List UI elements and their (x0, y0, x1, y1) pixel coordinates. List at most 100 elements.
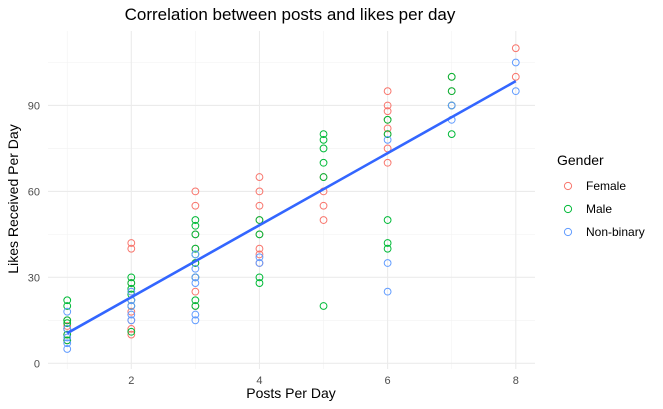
data-point-male (191, 302, 200, 310)
data-point-non-binary (383, 135, 392, 144)
data-point-male (319, 130, 328, 139)
data-point-female (255, 173, 264, 181)
data-point-non-binary (191, 279, 200, 287)
data-point-non-binary (63, 333, 72, 342)
data-point-female (255, 187, 264, 196)
data-point-non-binary (127, 302, 136, 310)
y-axis-title: Likes Received Per Day (5, 124, 21, 273)
data-point-female (511, 44, 520, 53)
data-point-male (255, 279, 264, 287)
data-point-non-binary (127, 316, 136, 325)
data-point-non-binary (511, 87, 520, 96)
data-point-non-binary (63, 345, 72, 353)
data-point-non-binary (191, 250, 200, 259)
data-point-non-binary (255, 253, 264, 262)
data-point-male (383, 216, 392, 224)
data-point-non-binary (447, 101, 456, 110)
y-tick-label: 0 (34, 358, 40, 370)
data-point-male (319, 144, 328, 153)
data-point-non-binary (63, 307, 72, 316)
data-point-male (255, 273, 264, 282)
y-axis-ticks: 0 30 60 90 (28, 100, 40, 370)
data-point-male (191, 230, 200, 239)
data-point-female (383, 101, 392, 110)
data-point-male (255, 216, 264, 224)
data-point-male (191, 216, 200, 224)
data-point-female (191, 187, 200, 196)
y-tick-label: 60 (28, 186, 40, 198)
legend-title: Gender (557, 152, 604, 168)
data-point-male (63, 336, 72, 345)
data-point-male (191, 221, 200, 230)
data-point-male (319, 158, 328, 167)
data-point-female (63, 322, 72, 330)
data-point-male (127, 273, 136, 282)
data-point-female (319, 201, 328, 210)
data-point-male (127, 279, 136, 287)
data-point-non-binary (255, 259, 264, 267)
data-point-non-binary (383, 287, 392, 296)
data-point-male (63, 296, 72, 305)
chart-title: Correlation between posts and likes per … (125, 5, 456, 24)
data-point-female (127, 307, 136, 316)
data-point-non-binary (191, 316, 200, 325)
x-axis-title: Posts Per Day (246, 385, 335, 401)
x-tick-label: 2 (128, 375, 134, 387)
data-point-male (319, 302, 328, 310)
data-point-female (255, 244, 264, 253)
data-point-male (447, 72, 456, 81)
legend-key-female (563, 181, 573, 191)
data-point-female (383, 87, 392, 96)
data-point-male (447, 130, 456, 139)
data-point-non-binary (191, 310, 200, 319)
data-point-male (191, 296, 200, 305)
x-axis-ticks: 2 4 6 8 (128, 375, 519, 387)
data-point-non-binary (511, 58, 520, 67)
data-point-male (63, 302, 72, 310)
legend-key-non-binary (563, 227, 573, 237)
x-tick-label: 8 (513, 375, 519, 387)
x-tick-label: 6 (385, 375, 391, 387)
data-point-male (383, 130, 392, 139)
data-point-female (383, 124, 392, 133)
x-tick-label: 4 (256, 375, 262, 387)
data-point-female (511, 72, 520, 81)
legend-label-non-binary: Non-binary (586, 225, 645, 239)
data-point-male (63, 319, 72, 328)
data-point-non-binary (127, 310, 136, 319)
data-point-non-binary (383, 259, 392, 267)
data-point-non-binary (127, 287, 136, 296)
data-point-male (319, 135, 328, 144)
data-point-female (191, 201, 200, 210)
data-point-female (127, 244, 136, 253)
fit-line (66, 79, 517, 335)
data-point-female (127, 324, 136, 333)
data-point-female (255, 201, 264, 210)
data-point-male (127, 327, 136, 336)
data-point-non-binary (191, 273, 200, 282)
data-point-male (63, 316, 72, 325)
data-point-female (255, 250, 264, 259)
data-point-non-binary (191, 264, 200, 273)
legend-label-male: Male (586, 202, 612, 216)
data-point-male (127, 284, 136, 293)
data-point-female (383, 158, 392, 167)
data-point-non-binary (63, 339, 72, 348)
data-point-male (255, 230, 264, 239)
data-point-female (319, 216, 328, 224)
legend-label-female: Female (586, 179, 626, 193)
legend-key-male (563, 204, 573, 214)
y-tick-label: 90 (28, 100, 40, 112)
data-points (63, 44, 520, 353)
data-point-male (191, 244, 200, 253)
data-point-female (127, 239, 136, 247)
data-point-female (191, 287, 200, 296)
data-point-male (383, 115, 392, 124)
data-point-male (383, 239, 392, 247)
fit-line-group (66, 79, 517, 335)
data-point-male (383, 244, 392, 253)
data-point-female (383, 107, 392, 116)
data-point-male (319, 173, 328, 181)
